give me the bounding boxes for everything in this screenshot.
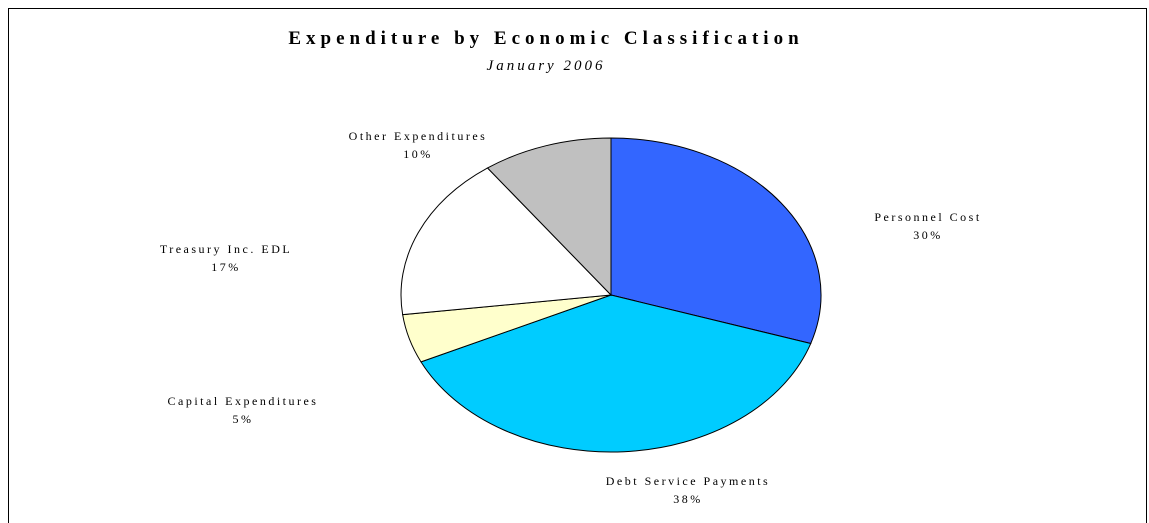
slice-label: Other Expenditures [349, 129, 488, 143]
slice-value-label: 17% [211, 260, 241, 274]
slice-value-label: 10% [403, 147, 433, 161]
chart-subtitle: January 2006 [486, 58, 606, 74]
slice-value-label: 38% [673, 492, 703, 506]
chart-frame [8, 8, 1147, 523]
pie-slice-other-expenditures [486, 137, 612, 297]
pie-slice-debt-service-payments [420, 294, 812, 453]
pie-slice-personnel-cost [610, 137, 822, 345]
slice-label: Capital Expenditures [168, 394, 319, 408]
pie-slice-treasury-inc-edl [400, 167, 613, 316]
slice-label: Treasury Inc. EDL [160, 242, 292, 256]
slice-label: Debt Service Payments [606, 474, 770, 488]
slice-label: Personnel Cost [874, 210, 981, 224]
chart-title: Expenditure by Economic Classification [288, 28, 804, 49]
slice-value-label: 30% [913, 228, 943, 242]
slice-value-label: 5% [233, 412, 254, 426]
